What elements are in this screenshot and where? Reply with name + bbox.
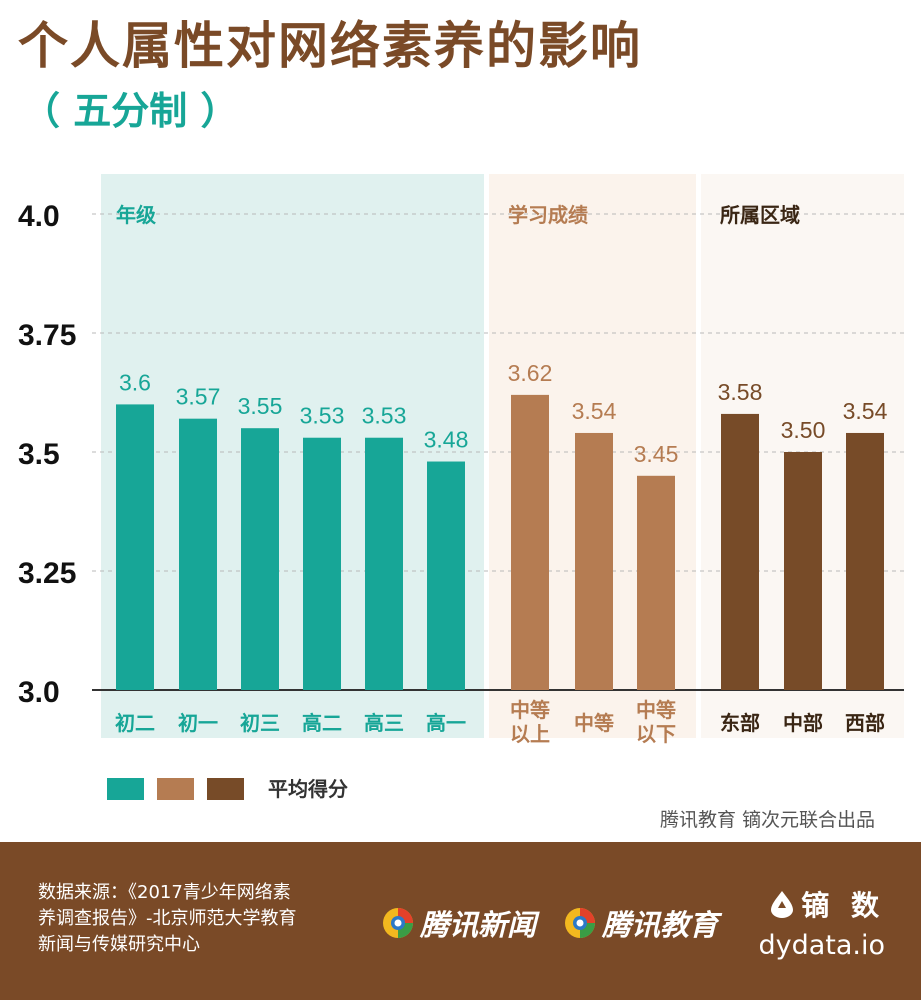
data-label: 3.6	[119, 369, 151, 395]
bar	[365, 437, 403, 690]
dydata-logo-icon	[771, 891, 794, 918]
category-label: 东部	[720, 711, 760, 735]
bar	[427, 461, 465, 690]
bar	[784, 452, 822, 690]
bar	[241, 428, 279, 690]
dydata-url: dydata.io	[758, 930, 885, 961]
category-label: 中等	[510, 698, 550, 722]
category-label: 以上	[510, 722, 550, 746]
footer: 数据来源：《2017青少年网络素 养调查报告》-北京师范大学教育 新闻与传媒研究…	[0, 842, 921, 1000]
category-label: 中等	[574, 711, 614, 735]
tencent-news-brand: 腾讯新闻	[382, 902, 536, 944]
y-tick-label: 3.25	[18, 557, 76, 590]
category-label: 中等	[636, 698, 676, 722]
dydata-cn-label: 镝 数	[801, 889, 885, 922]
brand-edu-label: 腾讯教育	[602, 908, 719, 942]
bar	[511, 394, 549, 690]
legend-swatch	[107, 778, 144, 800]
chart-title: 个人属性对网络素养的影响	[18, 17, 642, 75]
tencent-logo-icon	[565, 908, 595, 938]
y-tick-label: 4.0	[18, 200, 60, 233]
category-label: 高一	[426, 711, 466, 735]
tencent-edu-brand: 腾讯教育	[564, 902, 718, 944]
bar	[637, 475, 675, 690]
bar	[303, 437, 341, 690]
category-label: 初三	[240, 711, 280, 735]
source-line: 数据来源：《2017青少年网络素	[38, 882, 291, 903]
data-label: 3.54	[843, 398, 888, 424]
bar	[721, 413, 759, 690]
category-label: 初二	[115, 711, 155, 735]
group-title: 年级	[116, 203, 156, 227]
category-label: 高三	[364, 711, 404, 735]
data-label: 3.50	[781, 417, 826, 443]
bar	[179, 418, 217, 690]
bar	[846, 432, 884, 690]
category-label: 以下	[636, 722, 676, 746]
chart-subtitle: （ 五分制 ）	[22, 89, 239, 133]
legend-swatch	[157, 778, 194, 800]
source-text: 数据来源：《2017青少年网络素 养调查报告》-北京师范大学教育 新闻与传媒研究…	[38, 880, 358, 958]
source-line: 养调查报告》-北京师范大学教育	[38, 908, 297, 929]
data-label: 3.58	[718, 379, 763, 405]
y-tick-label: 3.5	[18, 438, 60, 471]
legend-swatch	[207, 778, 244, 800]
data-label: 3.57	[176, 384, 221, 410]
bar	[575, 432, 613, 690]
y-tick-label: 3.0	[18, 676, 60, 709]
y-tick-label: 3.75	[18, 319, 76, 352]
bar-chart: 4.0 3.75 3.5 3.25 3.0 年级 3.6 初二 3.57 初一 3.55 初三 3.53…	[18, 174, 904, 800]
data-label: 3.53	[300, 403, 345, 429]
panel-background-0	[101, 174, 484, 738]
data-label: 3.45	[634, 441, 679, 467]
dydata-brand: 镝 数 dydata.io	[758, 884, 885, 961]
legend-label: 平均得分	[268, 777, 348, 800]
group-title: 所属区域	[720, 203, 800, 227]
category-label: 高二	[302, 711, 342, 735]
data-label: 3.54	[572, 398, 617, 424]
data-label: 3.48	[424, 427, 469, 453]
tencent-logo-icon	[383, 908, 413, 938]
source-line: 新闻与传媒研究中心	[38, 934, 200, 955]
category-label: 中部	[783, 711, 823, 735]
group-title: 学习成绩	[508, 203, 588, 227]
category-label: 初一	[178, 711, 218, 735]
data-label: 3.53	[362, 403, 407, 429]
credit-text: 腾讯教育 镝次元联合出品	[659, 809, 875, 831]
data-label: 3.62	[508, 360, 553, 386]
bar	[116, 404, 154, 690]
data-label: 3.55	[238, 393, 283, 419]
brand-news-label: 腾讯新闻	[420, 908, 537, 942]
category-label: 西部	[845, 711, 885, 735]
